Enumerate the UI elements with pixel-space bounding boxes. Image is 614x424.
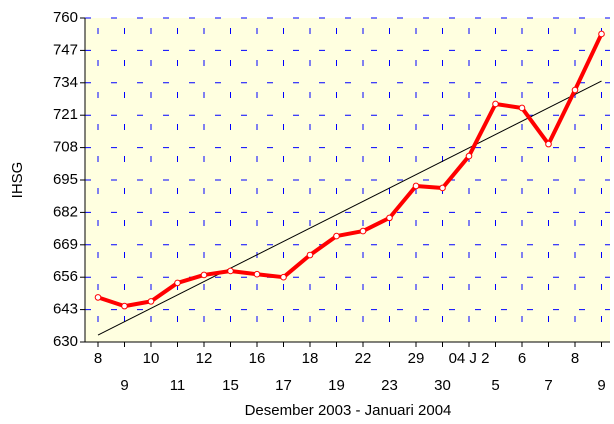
y-tick-label: 760 xyxy=(53,9,78,26)
x-tick-label: 10 xyxy=(143,350,160,367)
x-tick-label: 5 xyxy=(491,377,499,394)
y-tick-label: 669 xyxy=(53,236,78,253)
y-tick-label: 747 xyxy=(53,41,78,58)
data-point xyxy=(412,182,420,190)
x-tick-label: 04 J 2 xyxy=(449,350,490,367)
data-point xyxy=(439,184,446,192)
data-point xyxy=(94,294,102,301)
data-point xyxy=(200,271,208,279)
data-point xyxy=(253,270,261,278)
x-tick-label: 9 xyxy=(597,377,605,394)
x-tick-label: 15 xyxy=(222,377,239,394)
x-tick-label: 16 xyxy=(249,350,266,367)
x-tick-label: 12 xyxy=(196,350,213,367)
x-tick-label: 6 xyxy=(518,350,526,367)
data-point xyxy=(147,298,155,305)
data-point xyxy=(121,302,128,310)
data-point xyxy=(465,152,473,160)
y-tick-label: 721 xyxy=(53,106,78,123)
data-point xyxy=(280,273,287,281)
data-point xyxy=(545,140,552,148)
x-tick-label: 30 xyxy=(434,377,451,394)
x-tick-label: 7 xyxy=(544,377,552,394)
y-tick-label: 734 xyxy=(53,74,78,91)
x-tick-label: 22 xyxy=(355,350,372,367)
data-point xyxy=(598,30,605,38)
y-tick-label: 656 xyxy=(53,268,78,285)
data-point xyxy=(174,279,181,287)
x-tick-label: 29 xyxy=(408,350,425,367)
y-tick-label: 695 xyxy=(53,171,78,188)
x-axis-label: Desember 2003 - Januari 2004 xyxy=(245,402,452,419)
x-tick-label: 23 xyxy=(381,377,398,394)
data-point xyxy=(359,227,367,235)
x-tick-label: 8 xyxy=(94,350,102,367)
x-tick-label: 9 xyxy=(120,377,128,394)
data-line xyxy=(97,33,604,309)
data-point xyxy=(386,214,393,222)
data-point xyxy=(571,86,579,94)
x-tick-label: 19 xyxy=(328,377,345,394)
y-axis-label: IHSG xyxy=(9,162,26,199)
x-tick-label: 8 xyxy=(571,350,579,367)
y-tick-label: 682 xyxy=(53,203,78,220)
trend-line xyxy=(97,80,602,336)
y-tick-label: 643 xyxy=(53,301,78,318)
data-point xyxy=(227,267,234,275)
x-tick-label: 11 xyxy=(170,377,186,394)
data-point xyxy=(306,251,314,259)
x-tick-label: 17 xyxy=(275,377,292,394)
data-point xyxy=(492,100,499,108)
x-tick-label: 18 xyxy=(302,350,319,367)
data-point xyxy=(333,232,340,240)
y-tick-label: 630 xyxy=(53,333,78,350)
y-tick-label: 708 xyxy=(53,139,78,156)
data-point xyxy=(518,104,526,112)
